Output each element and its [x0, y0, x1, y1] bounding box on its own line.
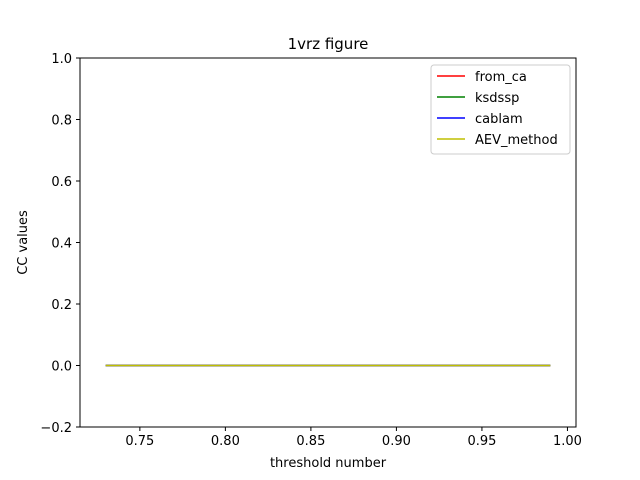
chart-title: 1vrz figure [288, 35, 369, 53]
x-tick-label: 0.80 [211, 434, 240, 449]
x-tick-label: 0.90 [382, 434, 411, 449]
legend-label-cablam: cablam [475, 112, 523, 127]
legend-label-aev-method: AEV_method [475, 133, 558, 148]
y-tick-label: 0.8 [51, 114, 72, 129]
y-tick-label: −0.2 [40, 421, 72, 436]
x-tick-label: 0.75 [125, 434, 154, 449]
x-tick-label: 0.95 [467, 434, 496, 449]
y-tick-label: 1.0 [51, 52, 72, 67]
x-tick-label: 1.00 [553, 434, 582, 449]
y-tick-label: 0.2 [51, 298, 72, 313]
y-tick-label: 0.4 [51, 237, 72, 252]
y-axis: −0.2 0.0 0.2 0.4 0.6 0.8 1.0 [40, 52, 80, 436]
y-axis-label: CC values [16, 210, 31, 275]
x-tick-label: 0.85 [296, 434, 325, 449]
y-tick-label: 0.6 [51, 175, 72, 190]
x-axis: 0.75 0.80 0.85 0.90 0.95 1.00 [125, 427, 582, 449]
x-axis-label: threshold number [270, 456, 387, 471]
y-tick-label: 0.0 [51, 360, 72, 375]
legend-label-from-ca: from_ca [475, 70, 527, 85]
legend-label-ksdssp: ksdssp [475, 91, 519, 106]
